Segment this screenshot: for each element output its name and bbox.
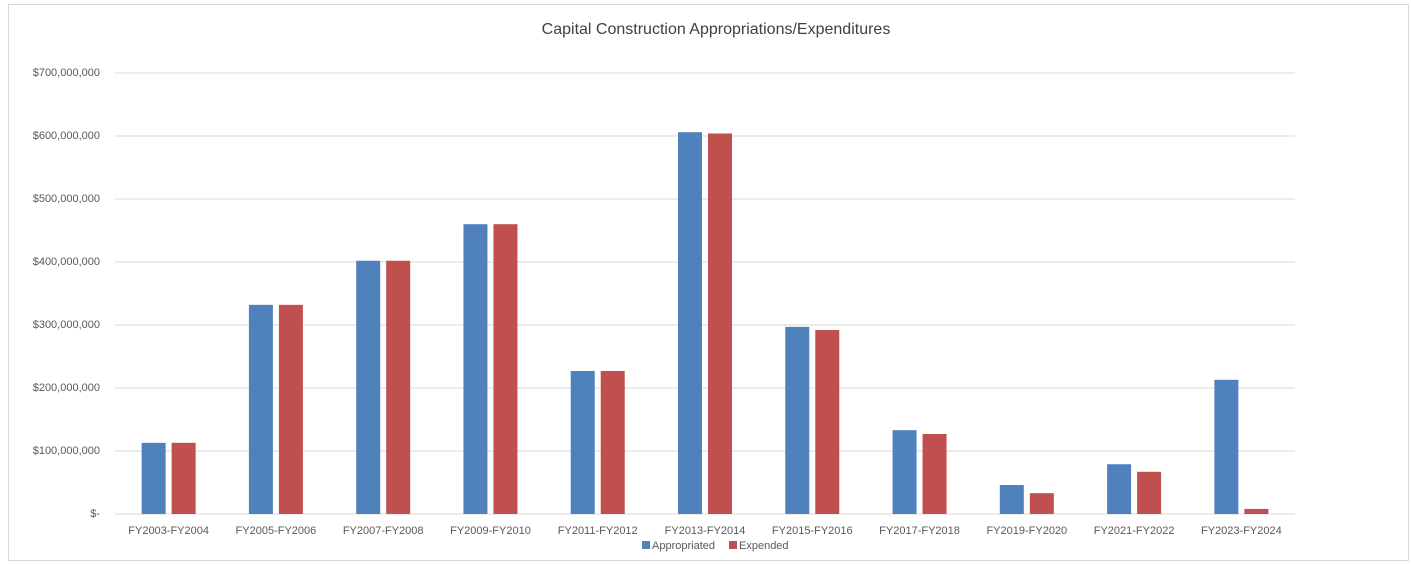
bar (815, 330, 840, 514)
x-tick-label: FY2021-FY2022 (1094, 525, 1175, 537)
y-tick-label: $600,000,000 (33, 130, 100, 142)
y-tick-label: $400,000,000 (33, 256, 100, 268)
legend-label: Expended (739, 540, 789, 552)
y-tick-label: $300,000,000 (33, 319, 100, 331)
bar (1107, 464, 1132, 514)
x-tick-label: FY2003-FY2004 (128, 525, 209, 537)
bar (922, 433, 947, 514)
x-tick-label: FY2017-FY2018 (879, 525, 960, 537)
x-tick-label: FY2023-FY2024 (1201, 525, 1282, 537)
bar (600, 370, 625, 514)
x-tick-label: FY2013-FY2014 (665, 525, 746, 537)
legend-swatch (729, 541, 737, 549)
x-tick-label: FY2005-FY2006 (236, 525, 317, 537)
bar (892, 430, 917, 514)
bar (171, 442, 196, 514)
bar (356, 260, 381, 514)
bar (708, 133, 732, 515)
y-tick-label: $200,000,000 (33, 382, 100, 394)
bar (1244, 508, 1269, 514)
x-tick-label: FY2009-FY2010 (450, 525, 531, 537)
x-tick-label: FY2015-FY2016 (772, 525, 853, 537)
bar (386, 260, 411, 514)
x-tick-label: FY2019-FY2020 (986, 525, 1067, 537)
bar (570, 370, 595, 514)
bar (248, 304, 273, 514)
bar (493, 224, 518, 514)
chart-title: Capital Construction Appropriations/Expe… (542, 21, 891, 38)
bar (785, 326, 810, 514)
bar (1214, 379, 1239, 514)
legend-label: Appropriated (652, 540, 715, 552)
bar (278, 304, 303, 514)
y-tick-label: $500,000,000 (33, 193, 100, 205)
bar (1137, 471, 1162, 514)
bar (678, 132, 702, 514)
y-tick-label: $700,000,000 (33, 67, 100, 79)
x-tick-label: FY2011-FY2012 (558, 525, 638, 537)
bar (463, 224, 488, 514)
x-tick-label: FY2007-FY2008 (343, 525, 424, 537)
bar (141, 442, 166, 514)
legend-swatch (642, 541, 650, 549)
y-tick-label: $100,000,000 (33, 445, 100, 457)
bar (1029, 493, 1054, 514)
bar (999, 485, 1024, 514)
y-tick-label: $- (90, 508, 100, 520)
